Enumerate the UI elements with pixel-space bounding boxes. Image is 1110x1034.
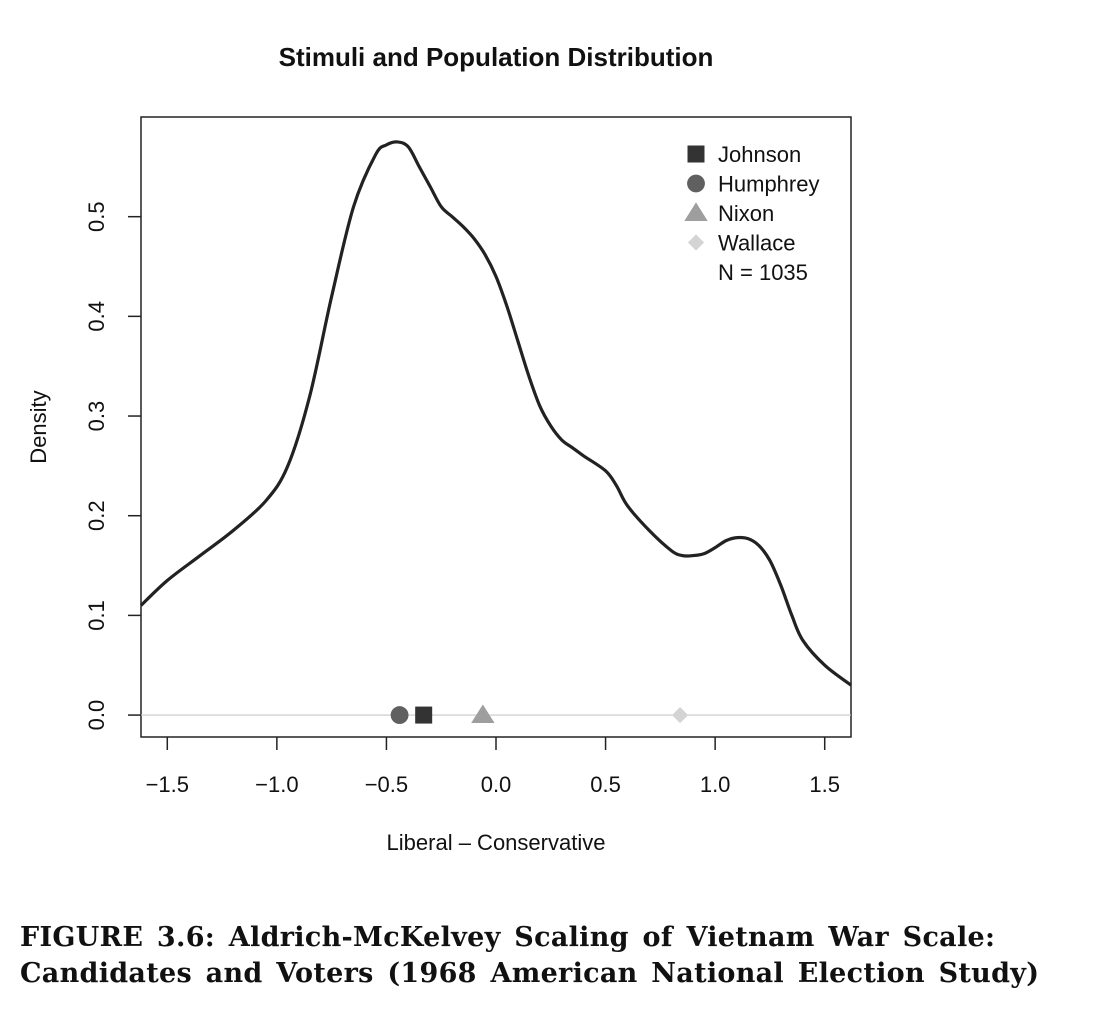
y-tick-label: 0.5 <box>84 201 109 232</box>
legend-marker-johnson <box>687 145 705 163</box>
x-tick-label: −0.5 <box>365 772 408 797</box>
x-axis-label: Liberal – Conservative <box>387 830 606 855</box>
legend-label-nixon: Nixon <box>718 201 774 226</box>
x-tick-label: 1.5 <box>809 772 840 797</box>
y-tick-label: 0.3 <box>84 401 109 432</box>
y-tick-label: 0.1 <box>84 600 109 631</box>
caption-line-1: FIGURE 3.6: Aldrich-McKelvey Scaling of … <box>20 922 996 953</box>
y-tick-label: 0.0 <box>84 700 109 731</box>
point-humphrey <box>390 706 409 724</box>
point-nixon <box>471 704 495 724</box>
legend-marker-wallace <box>687 234 705 251</box>
y-tick-label: 0.4 <box>84 301 109 332</box>
figure-caption: FIGURE 3.6: Aldrich-McKelvey Scaling of … <box>20 920 1090 992</box>
chart-title: Stimuli and Population Distribution <box>279 42 714 72</box>
legend-marker-nixon <box>684 202 708 221</box>
density-chart: Stimuli and Population Distribution −1.5… <box>26 42 852 855</box>
caption-line-2: Candidates and Voters (1968 American Nat… <box>20 958 1040 989</box>
x-tick-label: −1.5 <box>146 772 189 797</box>
x-tick-label: 1.0 <box>700 772 731 797</box>
legend: Johnson Humphrey Nixon Wallace N = 1035 <box>684 142 819 285</box>
y-axis-label: Density <box>26 390 51 463</box>
x-tick-label: 0.0 <box>481 772 512 797</box>
legend-label-johnson: Johnson <box>718 142 801 167</box>
x-tick-label: 0.5 <box>590 772 621 797</box>
point-wallace <box>671 706 689 724</box>
y-tick-label: 0.2 <box>84 500 109 531</box>
point-johnson <box>415 706 433 724</box>
x-tick-label: −1.0 <box>255 772 298 797</box>
legend-label-wallace: Wallace <box>718 231 795 256</box>
legend-sample-size: N = 1035 <box>718 260 808 285</box>
density-curve <box>139 140 852 687</box>
legend-label-humphrey: Humphrey <box>718 172 819 197</box>
legend-marker-humphrey <box>687 174 705 193</box>
